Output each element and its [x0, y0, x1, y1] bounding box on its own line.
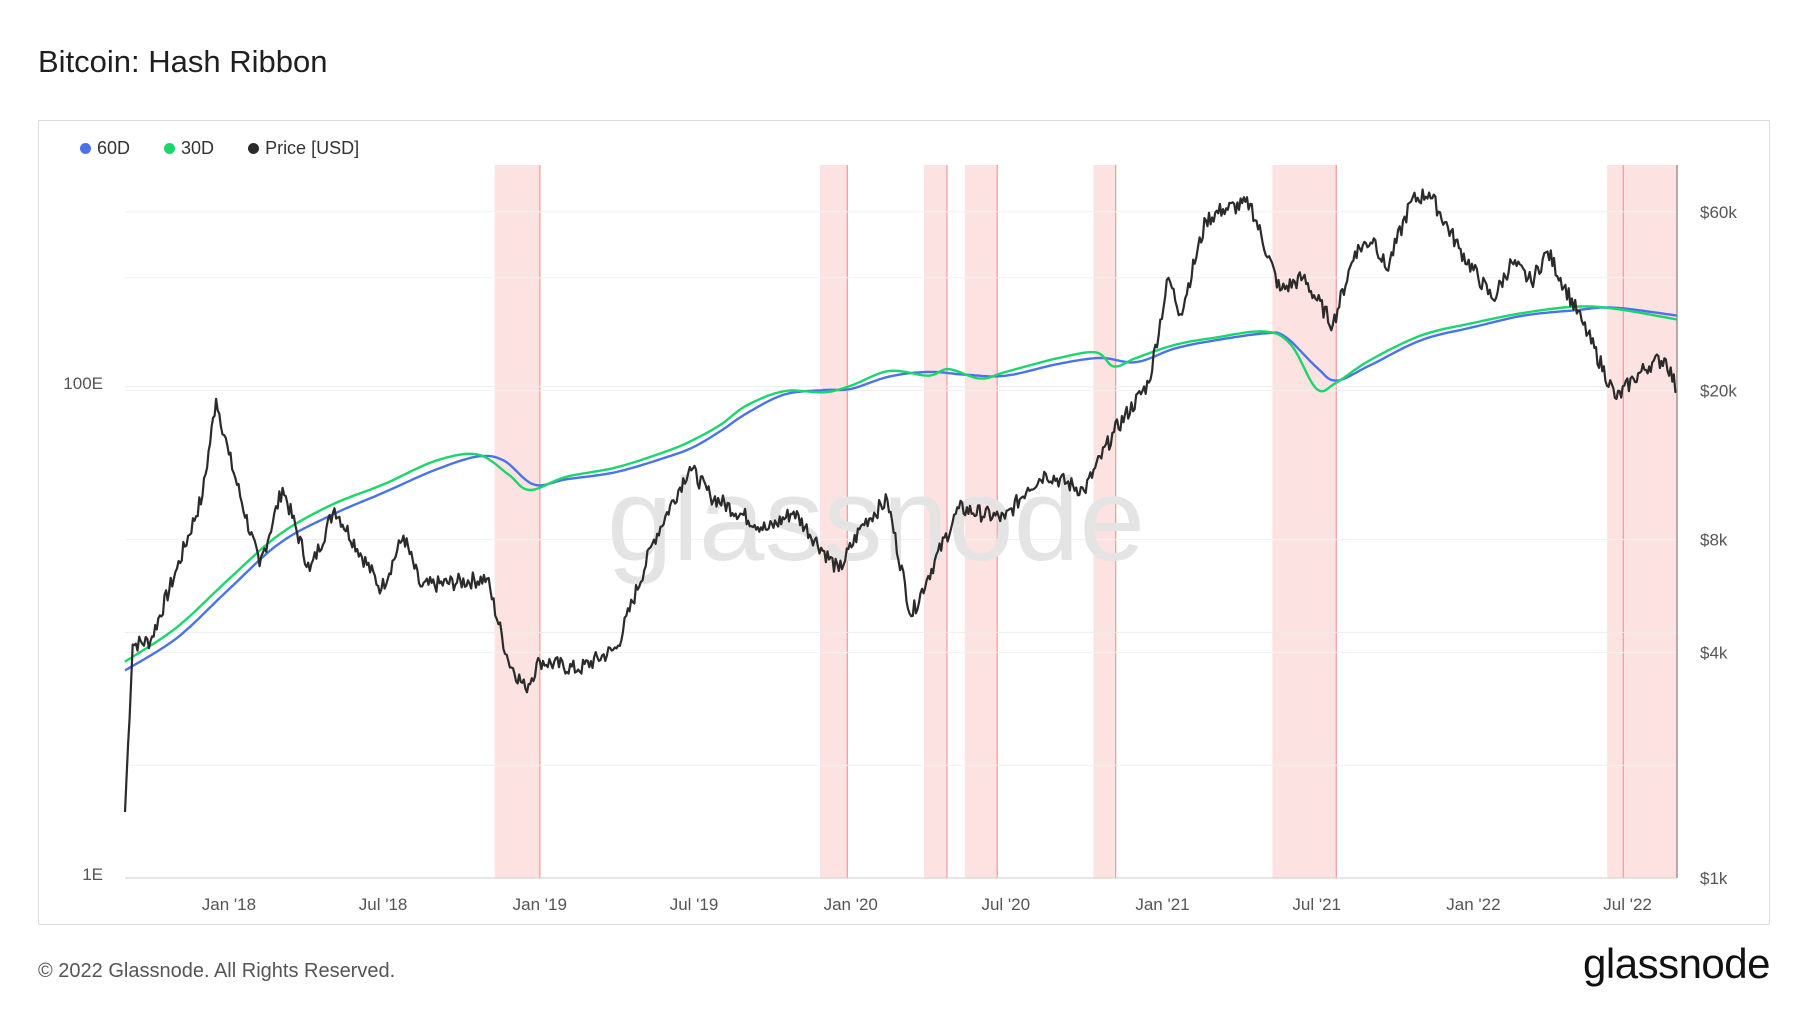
y-right-tick-label: $8k: [1700, 531, 1728, 550]
legend-dot-30d: [164, 143, 176, 154]
legend-label-60d: 60D: [97, 138, 131, 158]
series-lines: [123, 188, 1678, 813]
chart-title: Bitcoin: Hash Ribbon: [38, 44, 328, 79]
series-line-30d: [124, 305, 1678, 663]
capitulation-band: [1272, 165, 1337, 878]
y-right-tick-label: $1k: [1700, 869, 1728, 888]
x-tick-label: Jul '21: [1292, 895, 1341, 914]
legend-item-60d[interactable]: 60D: [80, 138, 130, 159]
glassnode-logo: glassnode: [1583, 940, 1770, 987]
series-line-60d: [124, 306, 1678, 672]
legend-label-price: Price [USD]: [265, 138, 360, 158]
y-right-tick-label: $60k: [1700, 203, 1737, 222]
x-tick-label: Jan '22: [1446, 895, 1500, 914]
legend-item-30d[interactable]: 30D: [164, 138, 214, 159]
x-tick-label: Jul '19: [670, 895, 719, 914]
capitulation-band: [494, 165, 540, 878]
legend-dot-price: [248, 143, 260, 154]
x-tick-label: Jan '18: [202, 895, 256, 914]
legend-item-price[interactable]: Price [USD]: [248, 138, 359, 159]
capitulation-band: [1607, 165, 1677, 878]
legend: 60D 30D Price [USD]: [80, 138, 359, 159]
y-left-tick-label: 1E: [82, 865, 103, 884]
x-tick-label: Jul '20: [981, 895, 1030, 914]
axes: Jan '18 Jul '18 Jan '19 Jul '19 Jan '20 Jul '…: [63, 165, 1737, 914]
legend-label-30d: 30D: [181, 138, 215, 158]
y-left-tick-label: 100E: [63, 374, 103, 393]
y-right-tick-label: $20k: [1700, 382, 1737, 401]
x-tick-label: Jul '22: [1603, 895, 1652, 914]
series-line-price: [123, 188, 1678, 813]
x-tick-label: Jul '18: [359, 895, 408, 914]
x-tick-label: Jan '21: [1135, 895, 1189, 914]
capitulation-band: [923, 165, 947, 878]
copyright-footer: © 2022 Glassnode. All Rights Reserved.: [38, 960, 396, 982]
chart-frame: [38, 120, 1770, 925]
legend-dot-60d: [80, 143, 91, 154]
grid-lines: [125, 211, 1677, 879]
capitulation-band: [1093, 165, 1116, 878]
x-tick-label: Jan '19: [513, 895, 567, 914]
capitulation-band: [820, 165, 848, 878]
x-tick-label: Jan '20: [824, 895, 878, 914]
y-right-tick-label: $4k: [1700, 643, 1728, 662]
